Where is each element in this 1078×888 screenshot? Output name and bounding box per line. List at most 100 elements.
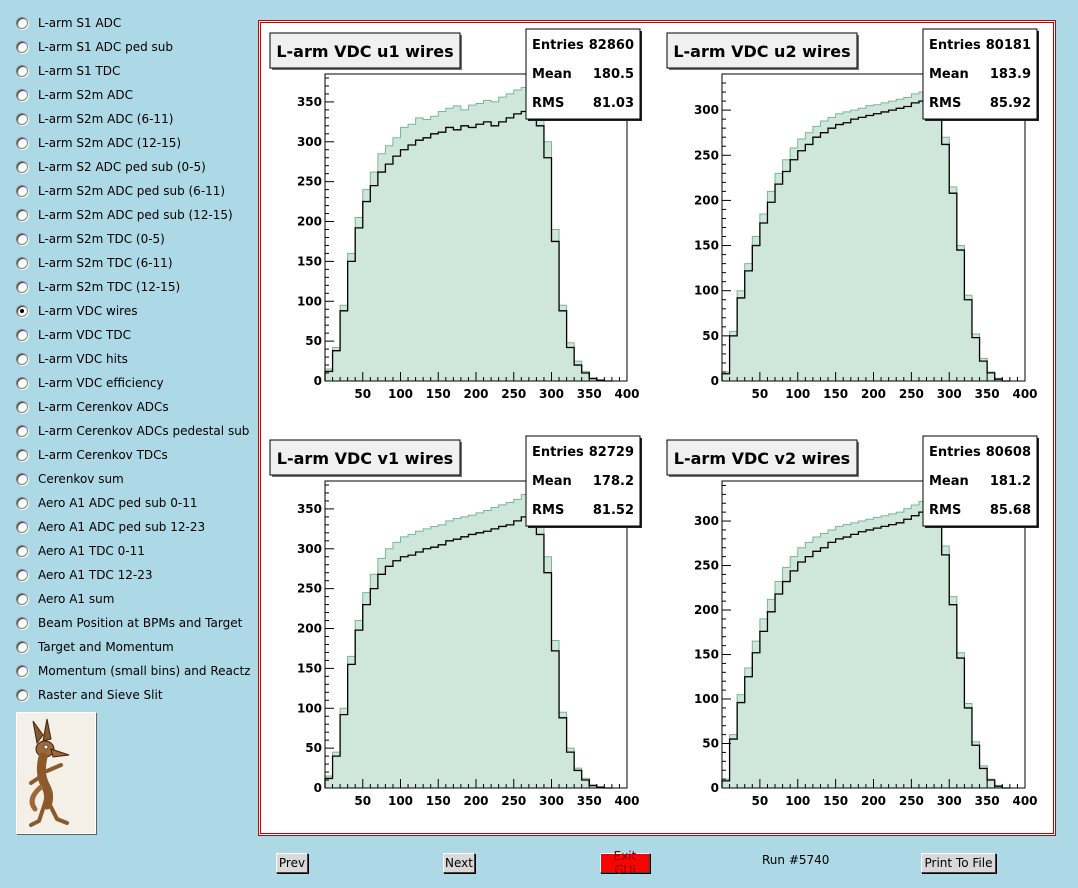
plot-option[interactable]: L-arm S1 ADC xyxy=(16,14,121,32)
plot-option[interactable]: L-arm S2m TDC (0-5) xyxy=(16,230,165,248)
radio-unselected-icon[interactable] xyxy=(16,281,28,293)
y-tick-label: 200 xyxy=(694,193,719,207)
next-button[interactable]: Next xyxy=(443,853,475,873)
y-tick-label: 250 xyxy=(694,148,719,162)
prev-button[interactable]: Prev xyxy=(276,853,308,873)
stat-value: 180.5 xyxy=(593,67,634,82)
radio-unselected-icon[interactable] xyxy=(16,473,28,485)
plot-option[interactable]: L-arm Cerenkov TDCs xyxy=(16,446,168,464)
radio-unselected-icon[interactable] xyxy=(16,689,28,701)
radio-selected-icon[interactable] xyxy=(16,305,28,317)
current-histogram xyxy=(324,516,612,789)
stat-value: 85.68 xyxy=(990,503,1031,518)
plot-option[interactable]: L-arm S2m ADC xyxy=(16,86,133,104)
radio-unselected-icon[interactable] xyxy=(16,113,28,125)
run-number-label: Run #5740 xyxy=(762,853,830,867)
stat-value: 183.9 xyxy=(990,67,1031,82)
radio-unselected-icon[interactable] xyxy=(16,161,28,173)
plot-option[interactable]: L-arm VDC hits xyxy=(16,350,128,368)
x-tick-label: 350 xyxy=(975,387,1000,401)
radio-unselected-icon[interactable] xyxy=(16,257,28,269)
radio-unselected-icon[interactable] xyxy=(16,89,28,101)
y-tick-label: 200 xyxy=(297,622,322,636)
radio-unselected-icon[interactable] xyxy=(16,665,28,677)
radio-unselected-icon[interactable] xyxy=(16,425,28,437)
x-tick-label: 350 xyxy=(577,387,602,401)
plot-option[interactable]: L-arm Cerenkov ADCs xyxy=(16,398,169,416)
x-tick-label: 250 xyxy=(501,387,526,401)
radio-unselected-icon[interactable] xyxy=(16,65,28,77)
y-tick-label: 100 xyxy=(297,294,322,308)
plot-option[interactable]: L-arm VDC efficiency xyxy=(16,374,164,392)
plot-option[interactable]: L-arm VDC wires xyxy=(16,302,137,320)
stat-label: Entries xyxy=(532,445,584,460)
plot-option[interactable]: L-arm VDC TDC xyxy=(16,326,131,344)
x-tick-label: 100 xyxy=(785,794,810,808)
radio-unselected-icon[interactable] xyxy=(16,617,28,629)
radio-unselected-icon[interactable] xyxy=(16,545,28,557)
radio-unselected-icon[interactable] xyxy=(16,569,28,581)
plot-option[interactable]: Raster and Sieve Slit xyxy=(16,686,163,704)
plot-option[interactable]: Target and Momentum xyxy=(16,638,174,656)
stats-box xyxy=(922,28,1038,120)
plot-option[interactable]: Aero A1 ADC ped sub 0-11 xyxy=(16,494,197,512)
y-tick-label: 200 xyxy=(694,603,719,617)
y-tick-label: 150 xyxy=(297,254,322,268)
y-tick-label: 50 xyxy=(702,329,719,343)
plot-option[interactable]: L-arm S2m ADC (6-11) xyxy=(16,110,173,128)
plot-option[interactable]: Momentum (small bins) and Reactz xyxy=(16,662,250,680)
plot-option[interactable]: Aero A1 TDC 12-23 xyxy=(16,566,153,584)
radio-unselected-icon[interactable] xyxy=(16,449,28,461)
plot-option-label: Aero A1 ADC ped sub 12-23 xyxy=(38,520,206,534)
coyote-logo-icon xyxy=(29,718,70,827)
radio-unselected-icon[interactable] xyxy=(16,641,28,653)
exit-gui-button[interactable]: Exit GUI xyxy=(600,849,650,877)
plot-option[interactable]: L-arm Cerenkov ADCs pedestal sub xyxy=(16,422,249,440)
plot-option-label: L-arm VDC hits xyxy=(38,352,128,366)
x-tick-label: 300 xyxy=(539,794,564,808)
radio-unselected-icon[interactable] xyxy=(16,233,28,245)
plot-option[interactable]: L-arm S1 ADC ped sub xyxy=(16,38,173,56)
plot-option[interactable]: L-arm S1 TDC xyxy=(16,62,120,80)
histogram-panel: 50 100 150 200 250 300 350 400 0 50 100 150 200 250 30… xyxy=(666,28,1039,401)
stat-label: Entries xyxy=(929,38,981,53)
plot-option[interactable]: L-arm S2m TDC (6-11) xyxy=(16,254,173,272)
radio-unselected-icon[interactable] xyxy=(16,521,28,533)
y-tick-label: 250 xyxy=(694,559,719,573)
plot-option[interactable]: L-arm S2m ADC ped sub (12-15) xyxy=(16,206,233,224)
radio-unselected-icon[interactable] xyxy=(16,209,28,221)
x-tick-label: 400 xyxy=(614,387,639,401)
radio-unselected-icon[interactable] xyxy=(16,17,28,29)
plot-option[interactable]: Aero A1 ADC ped sub 12-23 xyxy=(16,518,205,536)
print-to-file-button[interactable]: Print To File xyxy=(921,853,996,873)
plot-option[interactable]: L-arm S2m TDC (12-15) xyxy=(16,278,180,296)
radio-unselected-icon[interactable] xyxy=(16,329,28,341)
y-tick-label: 300 xyxy=(694,514,719,528)
stats-box xyxy=(922,435,1038,527)
radio-unselected-icon[interactable] xyxy=(16,185,28,197)
y-tick-label: 250 xyxy=(297,175,322,189)
radio-unselected-icon[interactable] xyxy=(16,353,28,365)
radio-unselected-icon[interactable] xyxy=(16,593,28,605)
radio-unselected-icon[interactable] xyxy=(16,41,28,53)
radio-unselected-icon[interactable] xyxy=(16,497,28,509)
plot-option[interactable]: Cerenkov sum xyxy=(16,470,124,488)
y-tick-label: 0 xyxy=(314,374,322,388)
x-tick-label: 250 xyxy=(899,794,924,808)
plot-option-label: L-arm S2m TDC (6-11) xyxy=(38,256,173,270)
plot-option[interactable]: L-arm S2m ADC ped sub (6-11) xyxy=(16,182,225,200)
radio-unselected-icon[interactable] xyxy=(16,377,28,389)
plot-option[interactable]: Aero A1 sum xyxy=(16,590,114,608)
stat-label: Mean xyxy=(929,474,969,489)
radio-unselected-icon[interactable] xyxy=(16,137,28,149)
radio-unselected-icon[interactable] xyxy=(16,401,28,413)
plot-option[interactable]: L-arm S2m ADC (12-15) xyxy=(16,134,181,152)
histogram-grid: 50 100 150 200 250 300 350 400 0 50 100 150 200 250 30… xyxy=(269,28,1039,808)
plot-option[interactable]: Aero A1 TDC 0-11 xyxy=(16,542,145,560)
y-tick-label: 150 xyxy=(297,661,322,675)
plot-option[interactable]: Beam Position at BPMs and Target xyxy=(16,614,242,632)
reference-histogram xyxy=(721,91,1010,382)
plot-option[interactable]: L-arm S2 ADC ped sub (0-5) xyxy=(16,158,206,176)
stat-value: 178.2 xyxy=(593,474,634,489)
plot-option-label: L-arm S2m ADC (6-11) xyxy=(38,112,174,126)
